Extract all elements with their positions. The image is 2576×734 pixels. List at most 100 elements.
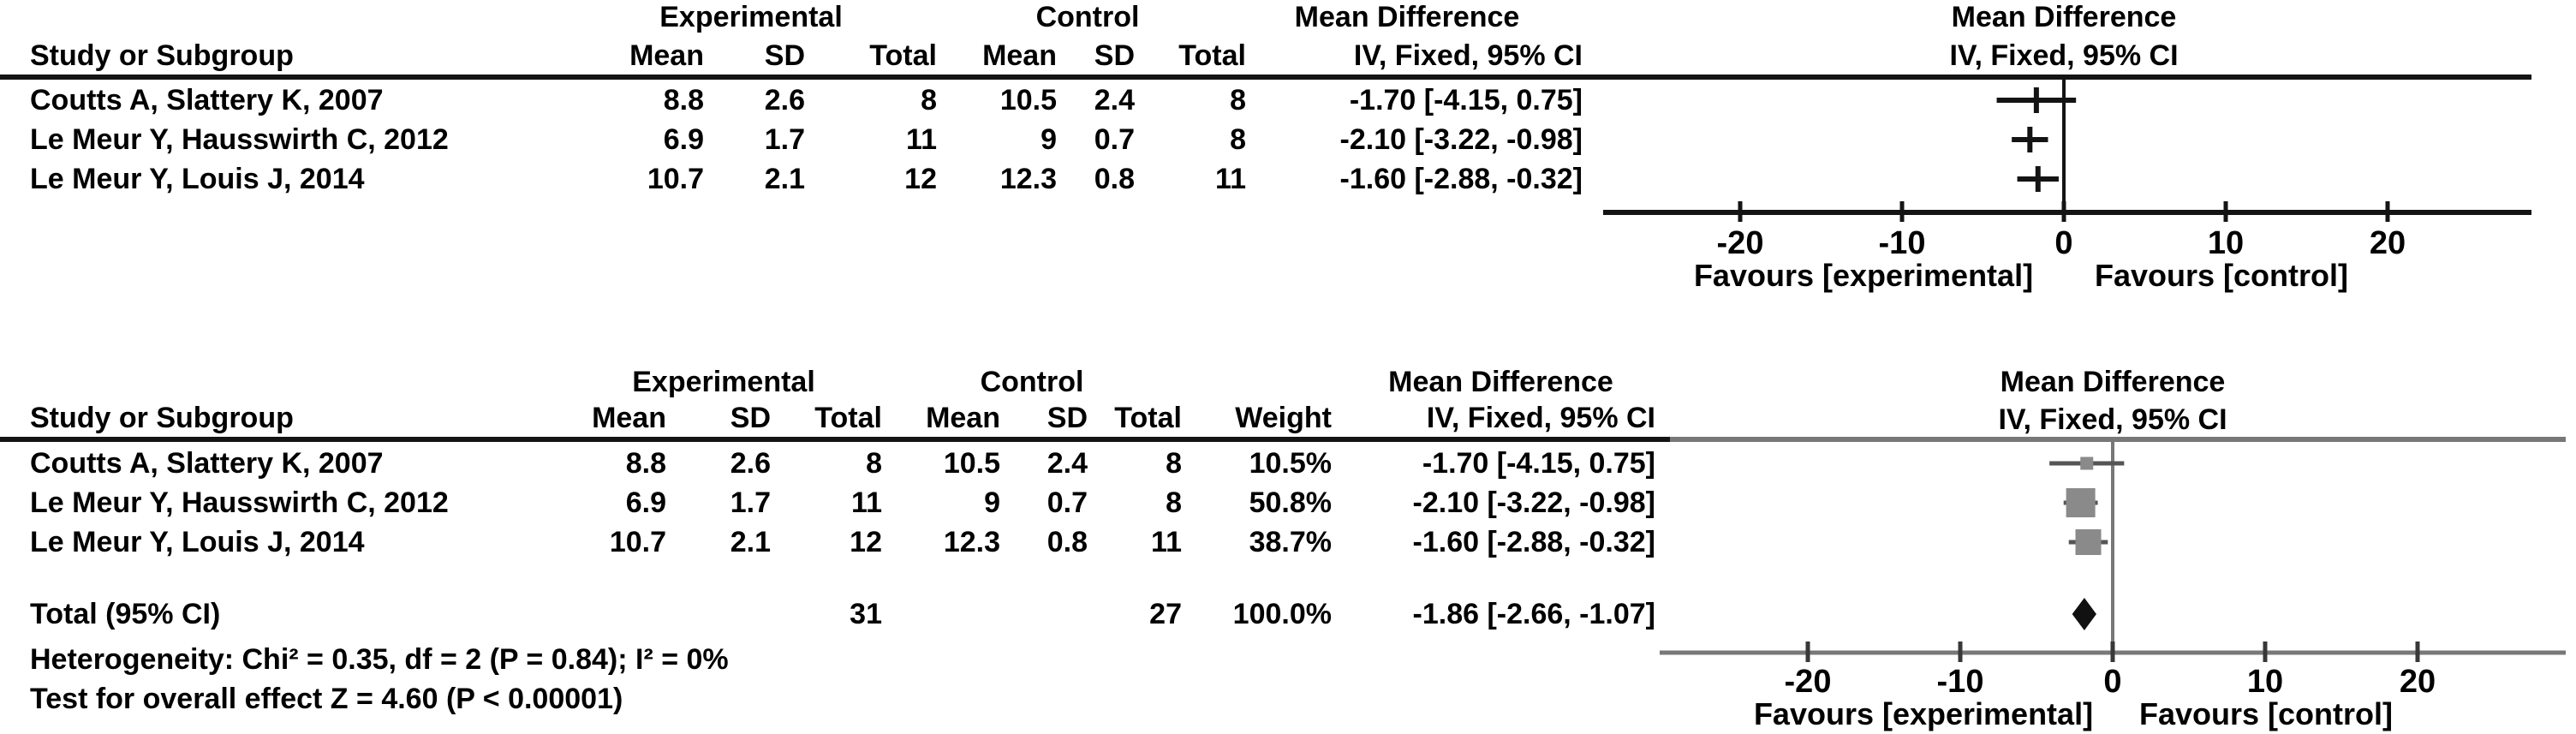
study-label: Le Meur Y, Hausswirth C, 2012	[30, 486, 449, 519]
exp-mean: 10.7	[609, 526, 666, 558]
svg-text:20: 20	[2400, 664, 2436, 700]
x-axis-top: -20 -10 0 10 20	[1717, 201, 2406, 261]
ci-text: -2.10 [-3.22, -0.98]	[1339, 123, 1583, 156]
plot-method-label: IV, Fixed, 95% CI	[1949, 39, 2179, 72]
study-row: Le Meur Y, Louis J, 2014 10.7 2.1 12 12.3 0.8…	[0, 522, 1670, 562]
forest-plot-top: -20 -10 0 10 20 Favours [experimental] Favours…	[1603, 80, 2531, 293]
exp-sd: 1.7	[730, 486, 771, 519]
column-header-exp-total: Total	[814, 402, 882, 434]
svg-text:Favours [control]: Favours [control]	[2139, 696, 2393, 731]
column-header-weight: Weight	[1235, 402, 1332, 434]
exp-total: 11	[851, 486, 882, 519]
header-rule-bottom-gray	[1670, 437, 2566, 442]
exp-total: 11	[906, 123, 937, 156]
study-label: Le Meur Y, Louis J, 2014	[30, 526, 365, 558]
ctrl-mean: 9	[1041, 123, 1057, 156]
study-marker	[2017, 166, 2059, 192]
plot-title-mean-difference: Mean Difference	[2000, 366, 2226, 398]
study-label: Coutts A, Slattery K, 2007	[30, 447, 384, 480]
svg-text:-20: -20	[1785, 664, 1832, 700]
ctrl-sd: 0.7	[1046, 486, 1088, 519]
svg-text:10: 10	[2247, 664, 2283, 700]
ctrl-total: 11	[1215, 163, 1246, 195]
group-header-control: Control	[980, 366, 1084, 398]
exp-mean: 10.7	[647, 163, 704, 195]
exp-total: 8	[921, 84, 937, 116]
svg-text:Favours [experimental]: Favours [experimental]	[1694, 258, 2033, 293]
study-label: Coutts A, Slattery K, 2007	[30, 84, 384, 116]
weight: 10.5%	[1249, 447, 1332, 480]
ci-text: -1.60 [-2.88, -0.32]	[1339, 163, 1583, 195]
ci-text: -1.60 [-2.88, -0.32]	[1412, 526, 1655, 558]
svg-text:20: 20	[2370, 225, 2406, 261]
column-header-ctrl-mean: Mean	[982, 39, 1057, 72]
column-header-row: Study or Subgroup Mean SD Total Mean SD …	[0, 38, 1610, 74]
column-header-exp-sd: SD	[730, 402, 771, 434]
study-marker	[2063, 488, 2098, 517]
svg-text:-10: -10	[1937, 664, 1984, 700]
ci-text: -1.70 [-4.15, 0.75]	[1422, 447, 1655, 480]
svg-text:Favours [control]: Favours [control]	[2095, 258, 2348, 293]
study-marker	[2012, 127, 2048, 152]
ctrl-sd: 0.8	[1094, 163, 1135, 195]
group-header-mean-difference: Mean Difference	[1294, 1, 1520, 33]
blank	[565, 594, 666, 634]
ctrl-sd: 2.4	[1046, 447, 1088, 480]
svg-text:Favours [experimental]: Favours [experimental]	[1754, 696, 2093, 731]
column-header-exp-total: Total	[869, 39, 937, 72]
column-header-ci: IV, Fixed, 95% CI	[1426, 402, 1655, 434]
exp-sd: 2.1	[730, 526, 771, 558]
group-header-mean-difference: Mean Difference	[1388, 366, 1613, 398]
exp-sd: 2.6	[764, 84, 805, 116]
svg-text:-20: -20	[1717, 225, 1764, 261]
group-header-control: Control	[1035, 1, 1140, 33]
ctrl-sd: 0.7	[1094, 123, 1135, 156]
plot-title-mean-difference: Mean Difference	[1951, 1, 2177, 33]
study-row: Le Meur Y, Hausswirth C, 2012 6.9 1.7 11 9 0.…	[0, 483, 1670, 522]
overall-effect-note: Test for overall effect Z = 4.60 (P < 0.…	[30, 683, 623, 715]
column-header-ctrl-total: Total	[1114, 402, 1182, 434]
exp-total: 12	[850, 526, 882, 558]
ctrl-mean: 12.3	[943, 526, 1000, 558]
study-row: Le Meur Y, Louis J, 2014 10.7 2.1 12 12.3 0.8…	[0, 159, 1610, 199]
svg-text:-10: -10	[1879, 225, 1926, 261]
column-header-study: Study or Subgroup	[30, 39, 294, 72]
ctrl-mean: 10.5	[943, 447, 1000, 480]
total-row: Total (95% CI) 31 27 100.0% -1.86 [-2.66, -1…	[0, 594, 1670, 634]
total-label: Total (95% CI)	[30, 598, 221, 630]
total-ci-text: -1.86 [-2.66, -1.07]	[1412, 598, 1655, 630]
column-header-ctrl-sd: SD	[1094, 39, 1135, 72]
ctrl-total: 8	[1166, 486, 1182, 519]
study-label: Le Meur Y, Louis J, 2014	[30, 163, 365, 195]
study-row: Le Meur Y, Hausswirth C, 2012 6.9 1.7 11 9 0.…	[0, 120, 1610, 159]
column-header-row: Study or Subgroup Mean SD Total Mean SD …	[0, 399, 1670, 437]
exp-total: 8	[866, 447, 882, 480]
ctrl-mean: 9	[984, 486, 1000, 519]
heterogeneity-note: Heterogeneity: Chi² = 0.35, df = 2 (P = …	[30, 643, 729, 676]
exp-sd: 1.7	[764, 123, 805, 156]
study-row: Coutts A, Slattery K, 2007 8.8 2.6 8 10.5 2.4…	[0, 444, 1670, 483]
column-header-ctrl-sd: SD	[1046, 402, 1088, 434]
study-marker	[2049, 457, 2125, 470]
column-header-exp-mean: Mean	[629, 39, 704, 72]
exp-mean: 6.9	[663, 123, 704, 156]
svg-text:10: 10	[2208, 225, 2244, 261]
plot-method-label: IV, Fixed, 95% CI	[1998, 403, 2227, 436]
column-header-study: Study or Subgroup	[30, 402, 294, 434]
blank	[1000, 594, 1088, 634]
exp-mean: 6.9	[625, 486, 666, 519]
column-header-exp-sd: SD	[764, 39, 805, 72]
total-exp-total: 31	[850, 598, 882, 630]
exp-sd: 2.1	[764, 163, 805, 195]
ci-text: -1.70 [-4.15, 0.75]	[1349, 84, 1583, 116]
svg-text:0: 0	[2103, 664, 2121, 700]
ctrl-total: 11	[1151, 526, 1182, 558]
exp-total: 12	[904, 163, 937, 195]
ctrl-sd: 0.8	[1046, 526, 1088, 558]
ctrl-sd: 2.4	[1094, 84, 1135, 116]
blank	[666, 594, 771, 634]
exp-mean: 8.8	[625, 447, 666, 480]
ctrl-total: 8	[1166, 447, 1182, 480]
